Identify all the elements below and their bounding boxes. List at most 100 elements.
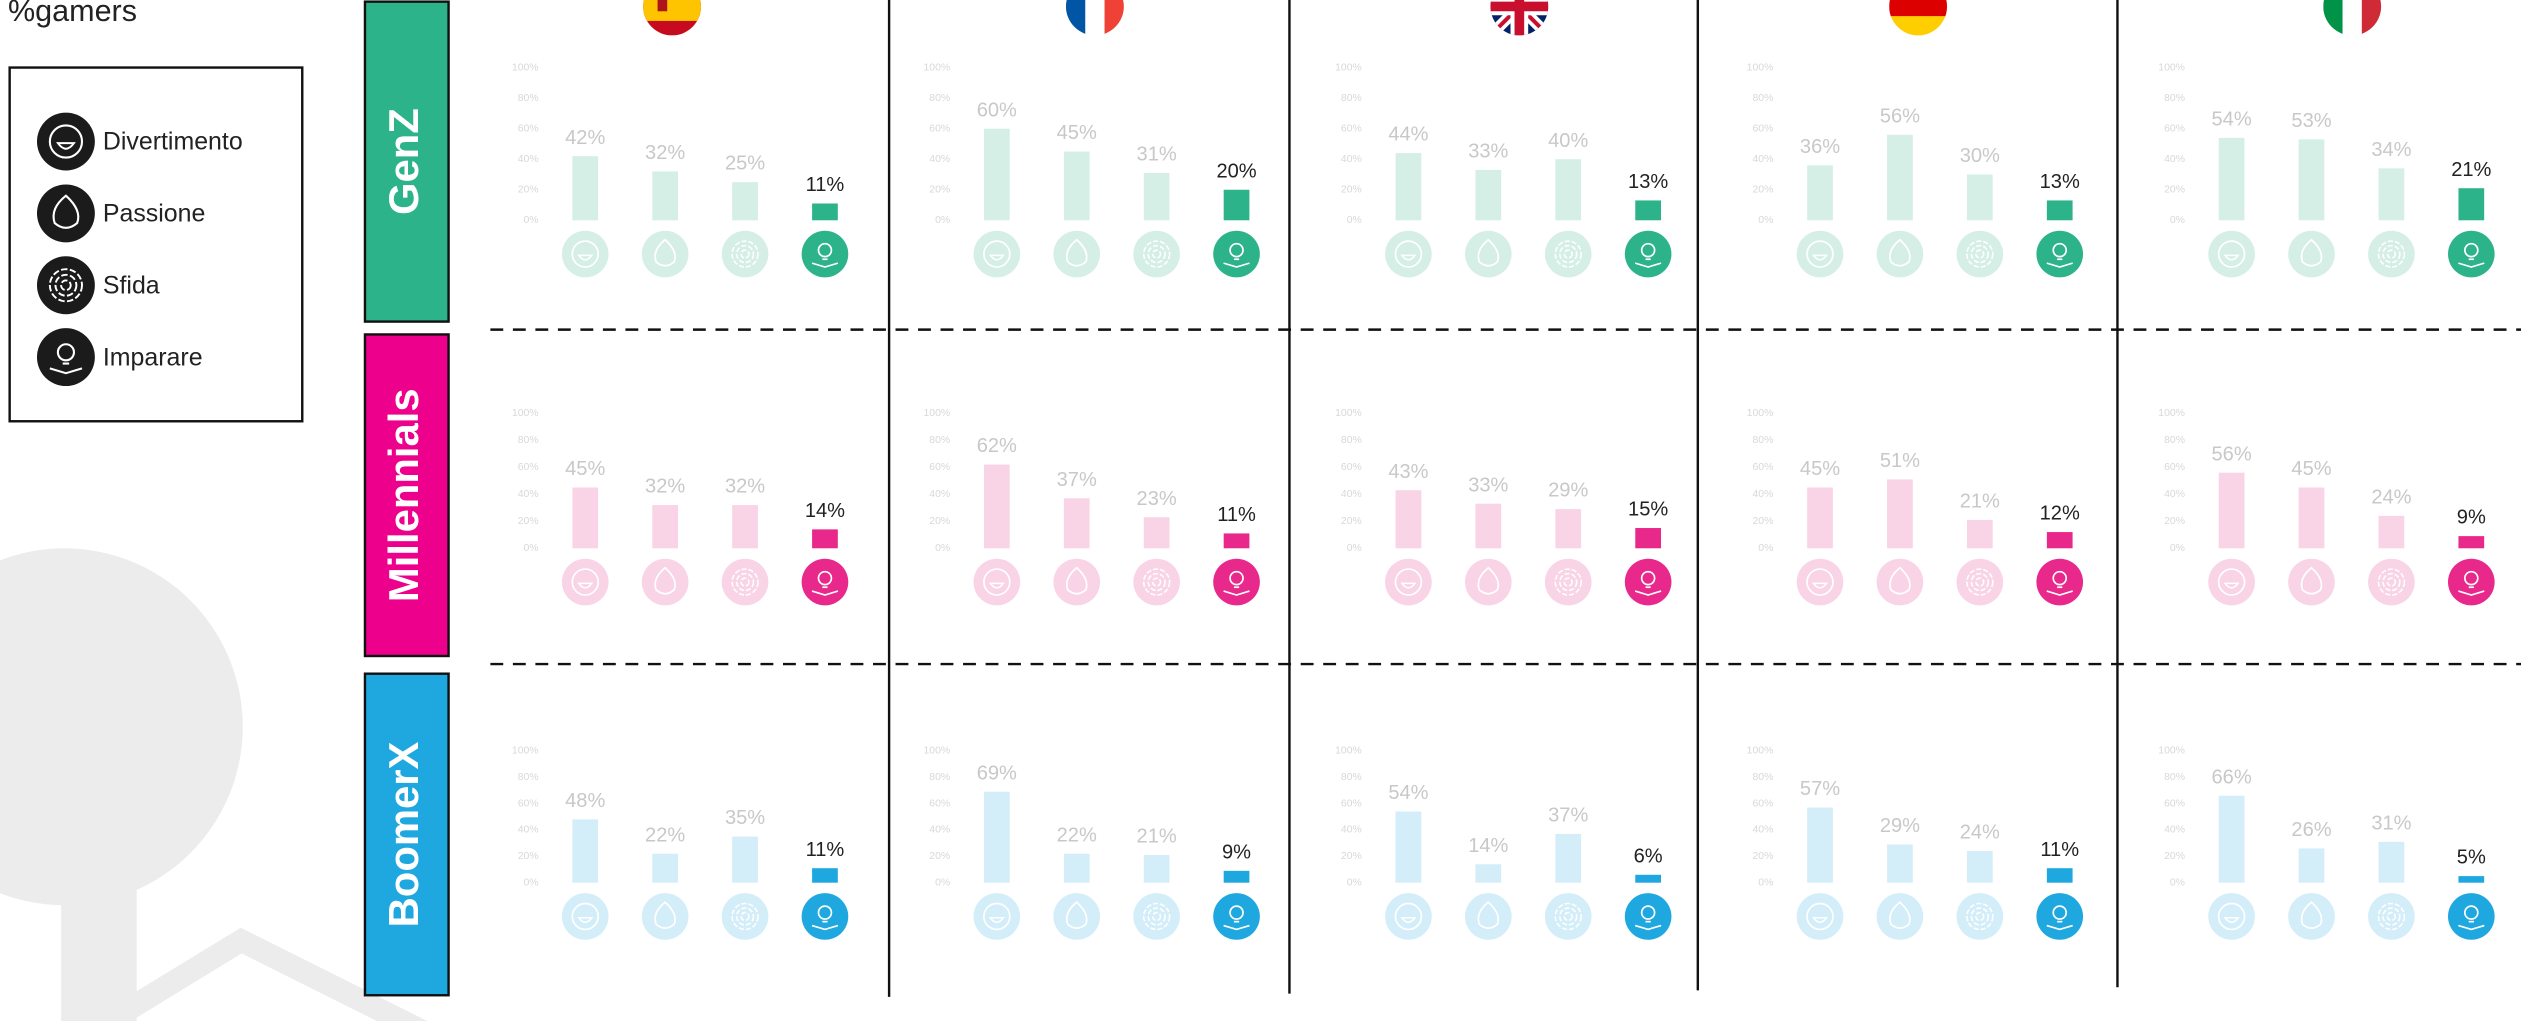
mini-chart: 0% 20% 40% 60% 80% 100% 36% 56% 30% 13% — [1747, 62, 2084, 278]
icon-glyph — [2377, 568, 2406, 596]
icon-circle — [1053, 558, 1101, 606]
icon-glyph — [1065, 238, 1088, 267]
icon-glyph — [52, 194, 80, 229]
icon-circle — [1956, 558, 2004, 606]
bar — [1807, 807, 1833, 883]
icon-glyph — [2223, 916, 2240, 924]
icon-glyph — [1229, 570, 1244, 586]
icon-glyph — [1634, 924, 1662, 931]
bar — [1807, 165, 1833, 221]
bar — [1395, 811, 1422, 883]
icon-circle — [973, 893, 1021, 940]
icon-glyph — [48, 124, 84, 159]
bar — [2298, 139, 2325, 221]
y-tick-label: 40% — [1341, 154, 1362, 165]
bar — [1635, 528, 1661, 549]
icon-glyph — [817, 570, 833, 586]
bar — [2378, 168, 2405, 221]
bar — [1063, 498, 1090, 549]
value-label: 22% — [645, 824, 685, 846]
bar — [1475, 169, 1502, 221]
icon-glyph — [60, 279, 72, 292]
icon-glyph — [2217, 902, 2246, 931]
mini-chart: 0% 20% 40% 60% 80% 100% 69% 22% 21% 9% — [923, 746, 1260, 940]
icon-glyph — [1223, 262, 1250, 268]
row-label-box — [363, 333, 450, 658]
icon-glyph — [1970, 572, 1990, 592]
bar — [1555, 833, 1582, 883]
value-label: 30% — [1960, 145, 2000, 167]
icon-glyph — [654, 238, 676, 267]
mini-chart: 0% 20% 40% 60% 80% 100% 62% 37% 23% 11% — [923, 408, 1260, 606]
y-tick-label: 80% — [2164, 772, 2185, 783]
y-tick-label: 80% — [1752, 93, 1773, 104]
y-tick-label: 80% — [518, 435, 539, 446]
icon-glyph — [1229, 242, 1244, 258]
value-label: 40% — [1548, 130, 1588, 152]
y-tick-label: 0% — [2170, 877, 2185, 888]
y-tick-label: 20% — [518, 516, 539, 527]
icon-glyph — [1400, 254, 1417, 261]
icon-circle — [2288, 558, 2335, 606]
icon-glyph — [654, 566, 676, 595]
value-label: 13% — [2040, 171, 2080, 193]
flag — [643, 0, 701, 36]
icon-circle — [561, 230, 609, 278]
value-label: 43% — [1388, 461, 1428, 483]
icon-circle — [2208, 893, 2255, 940]
icon-glyph — [654, 901, 676, 929]
icon-glyph — [1975, 911, 1985, 922]
icon-circle — [2368, 230, 2415, 278]
icon-glyph — [1394, 568, 1423, 596]
row-label-box — [363, 672, 450, 997]
bar — [812, 529, 838, 549]
flag-stripe — [2323, 0, 2344, 36]
icon-glyph — [2217, 568, 2246, 596]
icon-glyph — [2223, 254, 2240, 261]
icon-glyph — [2300, 238, 2323, 267]
y-tick-label: 60% — [1341, 462, 1362, 473]
value-label: 34% — [2371, 139, 2411, 161]
value-label: 35% — [725, 807, 765, 829]
y-tick-label: 80% — [1752, 435, 1773, 446]
bar — [2298, 848, 2325, 883]
mini-chart: 0% 20% 40% 60% 80% 100% 48% 22% 35% 11% — [512, 746, 849, 940]
icon-circle — [1133, 893, 1180, 940]
y-tick-label: 80% — [1752, 772, 1773, 783]
icon-circle — [1624, 230, 1672, 278]
legend: Divertimento Passione Sfida Imparare — [36, 112, 243, 387]
icon-circle — [1465, 558, 1512, 606]
icon-glyph — [1394, 902, 1423, 931]
bar — [1887, 844, 1913, 883]
icon-circle — [973, 230, 1021, 278]
y-tick-label: 100% — [1335, 746, 1362, 757]
value-label: 33% — [1468, 141, 1508, 163]
bar — [1143, 855, 1170, 883]
y-tick-label: 100% — [512, 408, 539, 419]
y-tick-label: 100% — [2158, 408, 2185, 419]
icon-circle — [1053, 230, 1101, 278]
y-tick-label: 0% — [1347, 215, 1362, 226]
bar — [572, 156, 599, 221]
bar — [1635, 200, 1661, 221]
value-label: 45% — [1057, 122, 1097, 144]
figure-head — [0, 548, 243, 906]
icon-circle — [36, 184, 95, 243]
bar — [1887, 134, 1913, 221]
icon-glyph — [1142, 902, 1171, 931]
value-label: 37% — [1057, 469, 1097, 491]
icon-glyph — [1563, 577, 1573, 587]
bar — [983, 464, 1010, 549]
flag-stripe — [1085, 0, 1106, 36]
icon-circle — [641, 558, 689, 606]
value-label: 56% — [1880, 105, 1920, 127]
y-tick-label: 0% — [1758, 877, 1773, 888]
mini-chart: 0% 20% 40% 60% 80% 100% 54% 53% 34% 21% — [2158, 62, 2495, 278]
icon-glyph — [1559, 907, 1578, 926]
icon-glyph — [2377, 240, 2406, 268]
bar — [1475, 864, 1502, 883]
bar — [652, 505, 679, 549]
value-label: 31% — [1137, 144, 1177, 166]
icon-glyph — [49, 367, 83, 375]
y-tick-label: 80% — [929, 93, 950, 104]
